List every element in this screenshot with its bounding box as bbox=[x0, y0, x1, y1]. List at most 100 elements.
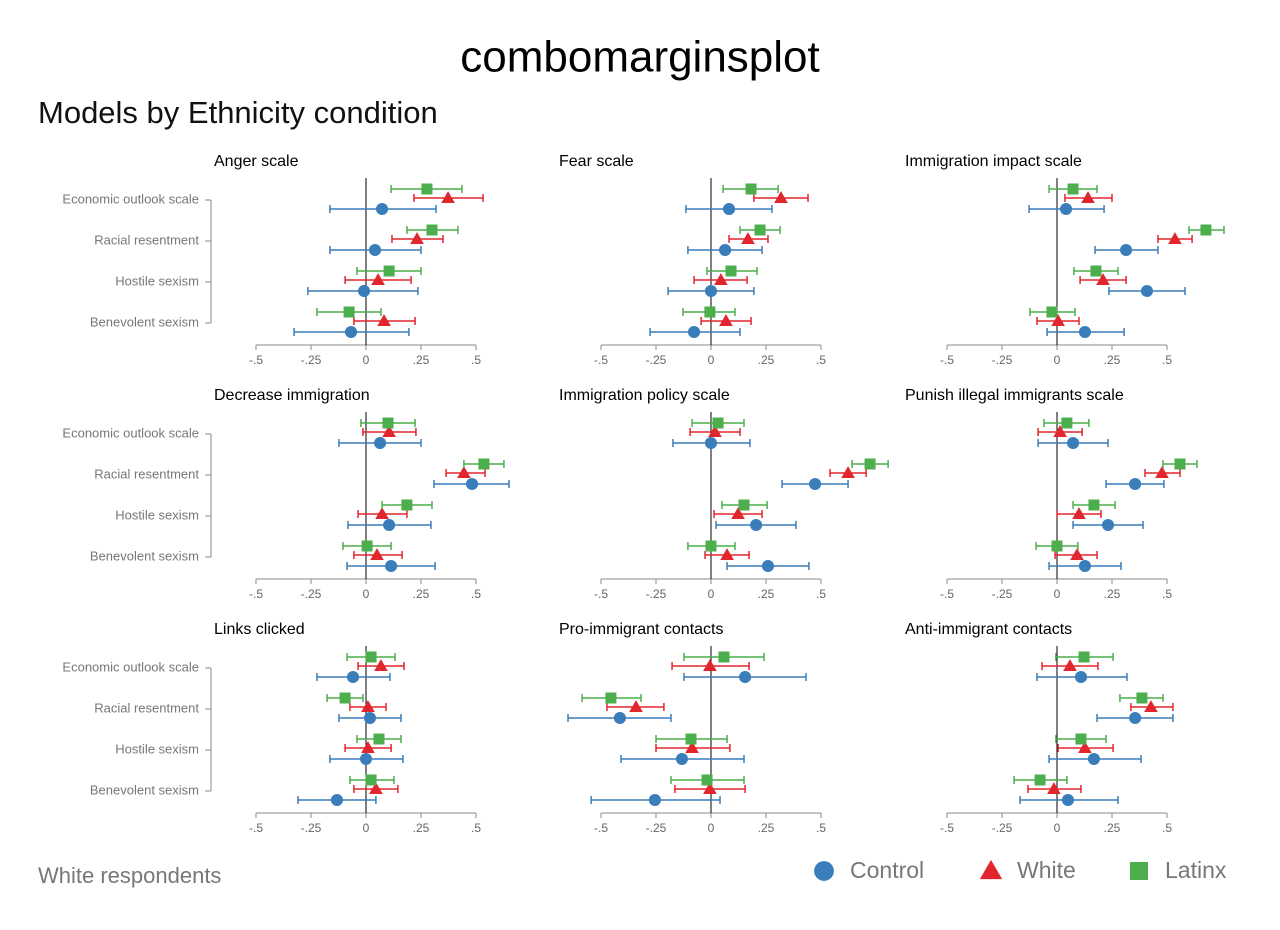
legend-label: White bbox=[1017, 857, 1076, 883]
point bbox=[1074, 670, 1088, 684]
point bbox=[369, 782, 383, 794]
point bbox=[426, 224, 438, 236]
x-tick-label: -.5 bbox=[594, 353, 608, 367]
point bbox=[685, 733, 697, 745]
chart-subtitle: Models by Ethnicity condition bbox=[38, 95, 438, 130]
point bbox=[383, 265, 395, 277]
point bbox=[703, 782, 717, 794]
point bbox=[457, 466, 471, 478]
x-tick-label: -.5 bbox=[594, 821, 608, 835]
point bbox=[703, 659, 717, 671]
point bbox=[1075, 733, 1087, 745]
point bbox=[410, 232, 424, 244]
point bbox=[1096, 273, 1110, 285]
x-tick-label: 0 bbox=[363, 353, 370, 367]
point bbox=[385, 559, 398, 573]
x-tick-label: -.25 bbox=[646, 353, 667, 367]
point bbox=[648, 793, 661, 807]
x-tick-label: .5 bbox=[471, 353, 481, 367]
point bbox=[1081, 191, 1095, 203]
point bbox=[1129, 477, 1142, 491]
x-tick-label: 0 bbox=[363, 821, 370, 835]
x-tick-label: .25 bbox=[1104, 353, 1121, 367]
point bbox=[330, 793, 344, 807]
x-tick-label: .25 bbox=[758, 587, 775, 601]
point bbox=[359, 752, 373, 766]
point bbox=[1120, 243, 1133, 257]
point bbox=[401, 499, 413, 511]
point bbox=[1155, 466, 1169, 478]
point bbox=[343, 306, 355, 318]
x-tick-label: -.25 bbox=[301, 587, 322, 601]
y-tick-label: Economic outlook scale bbox=[62, 659, 199, 674]
point bbox=[720, 548, 734, 560]
y-tick-label: Racial resentment bbox=[94, 232, 199, 247]
x-tick-label: 0 bbox=[1054, 353, 1061, 367]
x-tick-label: .25 bbox=[758, 821, 775, 835]
point bbox=[371, 273, 385, 285]
y-tick-label: Hostile sexism bbox=[115, 273, 199, 288]
x-tick-label: -.25 bbox=[992, 587, 1013, 601]
panel-title: Decrease immigration bbox=[214, 387, 370, 404]
point bbox=[745, 183, 757, 195]
point bbox=[1174, 458, 1186, 470]
point bbox=[712, 417, 724, 429]
point bbox=[370, 548, 384, 560]
point bbox=[841, 466, 855, 478]
legend-marker bbox=[979, 859, 1003, 880]
point bbox=[1051, 314, 1065, 326]
x-tick-label: .25 bbox=[1104, 587, 1121, 601]
legend-marker bbox=[814, 861, 834, 881]
y-tick-label: Racial resentment bbox=[94, 700, 199, 715]
y-tick-label: Economic outlook scale bbox=[62, 191, 199, 206]
x-tick-label: .5 bbox=[471, 587, 481, 601]
point bbox=[750, 518, 763, 532]
point bbox=[382, 425, 396, 437]
point bbox=[701, 774, 713, 786]
x-tick-label: .5 bbox=[816, 353, 826, 367]
point bbox=[741, 232, 755, 244]
point bbox=[375, 507, 389, 519]
y-tick-label: Racial resentment bbox=[94, 466, 199, 481]
x-tick-label: .5 bbox=[471, 821, 481, 835]
point bbox=[1140, 284, 1154, 298]
x-tick-label: -.5 bbox=[940, 821, 954, 835]
x-tick-label: 0 bbox=[708, 353, 715, 367]
y-tick-label: Economic outlook scale bbox=[62, 425, 199, 440]
point bbox=[1087, 752, 1101, 766]
point bbox=[719, 314, 733, 326]
point bbox=[373, 733, 385, 745]
point bbox=[1078, 651, 1090, 663]
point bbox=[1072, 507, 1086, 519]
point bbox=[704, 306, 716, 318]
point bbox=[421, 183, 433, 195]
point bbox=[704, 284, 718, 298]
point bbox=[374, 436, 387, 450]
point bbox=[629, 700, 643, 712]
point bbox=[1063, 659, 1077, 671]
point bbox=[704, 436, 718, 450]
point bbox=[1067, 183, 1079, 195]
point bbox=[1061, 417, 1073, 429]
x-tick-label: -.25 bbox=[301, 821, 322, 835]
point bbox=[1088, 499, 1100, 511]
x-tick-label: 0 bbox=[1054, 587, 1061, 601]
y-tick-label: Benevolent sexism bbox=[90, 314, 199, 329]
x-tick-label: .5 bbox=[816, 821, 826, 835]
x-tick-label: -.25 bbox=[301, 353, 322, 367]
point bbox=[1090, 265, 1102, 277]
x-tick-label: -.5 bbox=[249, 587, 263, 601]
x-tick-label: .5 bbox=[1162, 587, 1172, 601]
y-tick-label: Hostile sexism bbox=[115, 507, 199, 522]
point bbox=[1200, 224, 1212, 236]
point bbox=[1070, 548, 1084, 560]
point bbox=[357, 284, 371, 298]
point bbox=[374, 659, 388, 671]
point bbox=[1051, 540, 1063, 552]
point bbox=[1168, 232, 1182, 244]
y-tick-label: Benevolent sexism bbox=[90, 782, 199, 797]
point bbox=[465, 477, 479, 491]
panel-title: Punish illegal immigrants scale bbox=[905, 387, 1124, 404]
point bbox=[1078, 741, 1092, 753]
